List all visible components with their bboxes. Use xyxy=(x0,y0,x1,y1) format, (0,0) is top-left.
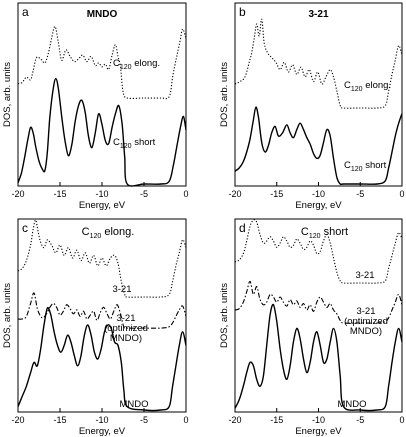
series-label: 3-21 xyxy=(112,284,131,295)
series-line-dash-dot xyxy=(17,292,187,329)
y-axis-label: DOS, arb. units xyxy=(2,283,13,348)
series-line-dotted xyxy=(17,25,187,100)
x-tick-label: -10 xyxy=(95,415,108,425)
panel-b: -20 -15 -10 -5 0 Energy, eV DOS, arb. units b 3-… xyxy=(219,2,405,211)
x-tick-label: 0 xyxy=(183,189,188,199)
panel-d: -20 -15 -10 -5 0 Energy, eV DOS, arb. units d C1… xyxy=(219,218,405,437)
x-tick-label: -5 xyxy=(356,189,364,199)
x-axis-label: Energy, eV xyxy=(79,200,126,211)
y-axis-label: DOS, arb. units xyxy=(219,62,230,127)
series-label: 3-21 (optimized MNDO) xyxy=(104,313,148,344)
panel-a: -20 -15 -10 -5 0 Energy, eV DOS, arb. units a MN… xyxy=(2,2,189,211)
series-line-solid xyxy=(17,306,187,412)
series-line-solid xyxy=(234,106,403,186)
x-tick-label: -10 xyxy=(312,189,325,199)
x-tick-label: -15 xyxy=(53,415,66,425)
panel-title: 3-21 xyxy=(308,9,328,20)
x-tick-label: -15 xyxy=(270,189,283,199)
panel-letter: c xyxy=(22,221,28,235)
series-label: MNDO xyxy=(337,399,366,410)
series-label: C120 elong. xyxy=(344,80,391,93)
x-tick-label: -20 xyxy=(228,415,241,425)
series-label: 3-21 (optimized MNDO) xyxy=(344,306,388,337)
x-axis-label: Energy, eV xyxy=(295,200,342,211)
panel-title: MNDO xyxy=(87,9,118,20)
x-tick-label: -5 xyxy=(140,189,148,199)
panel-title: C120 elong. xyxy=(82,226,135,240)
x-tick-label: -5 xyxy=(140,415,148,425)
series-line-solid xyxy=(17,77,187,187)
plot-frame xyxy=(17,2,187,187)
x-tick-label: 0 xyxy=(399,189,404,199)
panel-c: -20 -15 -10 -5 0 Energy, eV DOS, arb. units c C1… xyxy=(2,218,189,437)
panel-title: C120 short xyxy=(301,226,348,240)
series-line-solid xyxy=(234,303,403,412)
y-axis-label: DOS, arb. units xyxy=(2,62,13,127)
x-tick-label: -5 xyxy=(356,415,364,425)
panel-letter: b xyxy=(239,5,246,19)
series-line-dotted xyxy=(234,18,403,109)
series-label: C120 short xyxy=(113,137,156,150)
x-axis-label: Energy, eV xyxy=(295,426,342,437)
panel-letter: a xyxy=(22,5,29,19)
series-line-dash-dot xyxy=(234,280,403,324)
x-tick-label: -10 xyxy=(312,415,325,425)
y-axis-label: DOS, arb. units xyxy=(219,283,230,348)
panel-letter: d xyxy=(239,221,246,235)
x-axis-label: Energy, eV xyxy=(79,426,126,437)
series-label: 3-21 xyxy=(355,270,374,281)
series-line-dotted xyxy=(234,219,403,284)
x-tick-label: -20 xyxy=(228,189,241,199)
x-tick-label: -20 xyxy=(11,415,24,425)
x-tick-label: 0 xyxy=(399,415,404,425)
x-tick-label: -15 xyxy=(53,189,66,199)
series-label: C120 short xyxy=(344,160,387,173)
series-label: C120 elong. xyxy=(113,58,160,71)
x-tick-label: -20 xyxy=(11,189,24,199)
x-tick-label: 0 xyxy=(183,415,188,425)
x-tick-label: -10 xyxy=(95,189,108,199)
series-label: MNDO xyxy=(119,399,148,410)
x-tick-label: -15 xyxy=(270,415,283,425)
